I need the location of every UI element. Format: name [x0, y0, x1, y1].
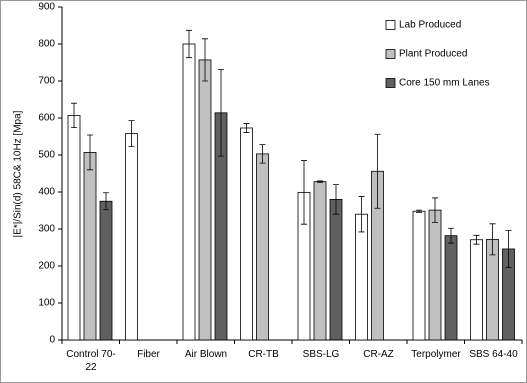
error-bar	[259, 144, 266, 164]
y-tick-label: 600	[38, 113, 55, 124]
bar	[313, 181, 327, 341]
legend-label: Plant Produced	[399, 49, 467, 60]
error-bar	[301, 160, 307, 225]
y-tick-label: 200	[38, 261, 55, 272]
error-bar	[448, 227, 454, 244]
error-bar	[333, 184, 339, 215]
error-bar	[186, 29, 192, 59]
y-tick-label: 900	[38, 2, 55, 13]
legend-swatch	[385, 20, 396, 30]
error-bar	[128, 120, 135, 147]
error-bar	[489, 223, 496, 256]
x-tick-label: SBS-LG	[302, 349, 340, 360]
error-bar	[374, 133, 381, 209]
y-tick-label: 400	[38, 187, 55, 198]
legend-label: Core 150 mm Lanes	[399, 78, 490, 89]
x-tick-label: Fiber	[137, 349, 160, 360]
bar	[182, 43, 196, 341]
bar	[256, 153, 269, 341]
bar	[240, 127, 253, 341]
y-tick-label: 800	[38, 39, 55, 50]
y-tick-label: 0	[49, 335, 55, 346]
error-bar	[473, 234, 480, 245]
bar	[198, 59, 212, 341]
bar	[412, 210, 426, 341]
y-tick-label: 300	[38, 224, 55, 235]
error-bar	[432, 197, 438, 223]
error-bar	[358, 196, 365, 233]
error-bar	[202, 38, 208, 82]
x-tick-label: Air Blown	[184, 349, 228, 360]
error-bar	[103, 192, 109, 211]
y-axis-label: |E*|/Sin(d) 58C& 10Hz [Mpa]	[13, 110, 24, 237]
error-bar	[243, 123, 250, 133]
bar	[470, 239, 483, 341]
x-tick-label: SBS 64-40	[469, 349, 518, 360]
y-tick-label: 100	[38, 298, 55, 309]
y-tick-label: 500	[38, 150, 55, 161]
bar	[428, 209, 442, 341]
bar	[67, 115, 81, 341]
error-bar	[317, 180, 323, 183]
error-bar	[505, 230, 512, 268]
legend-swatch	[385, 78, 396, 88]
x-tick-label: Control 70-22	[66, 349, 116, 373]
legend-label: Lab Produced	[399, 20, 461, 31]
bar	[329, 198, 343, 341]
error-bar	[218, 69, 224, 157]
error-bar	[416, 209, 422, 213]
error-bar	[87, 134, 93, 171]
x-tick-label: CR-TB	[248, 349, 279, 360]
error-bar	[71, 102, 77, 129]
bar	[444, 235, 458, 341]
x-tick-label: CR-AZ	[363, 349, 394, 360]
x-tick-label: Terpolymer	[411, 349, 461, 360]
bar	[355, 213, 368, 341]
bar	[83, 152, 97, 341]
bar	[99, 200, 113, 341]
y-tick-label: 700	[38, 76, 55, 87]
legend-swatch	[385, 49, 396, 59]
bar	[125, 133, 138, 341]
